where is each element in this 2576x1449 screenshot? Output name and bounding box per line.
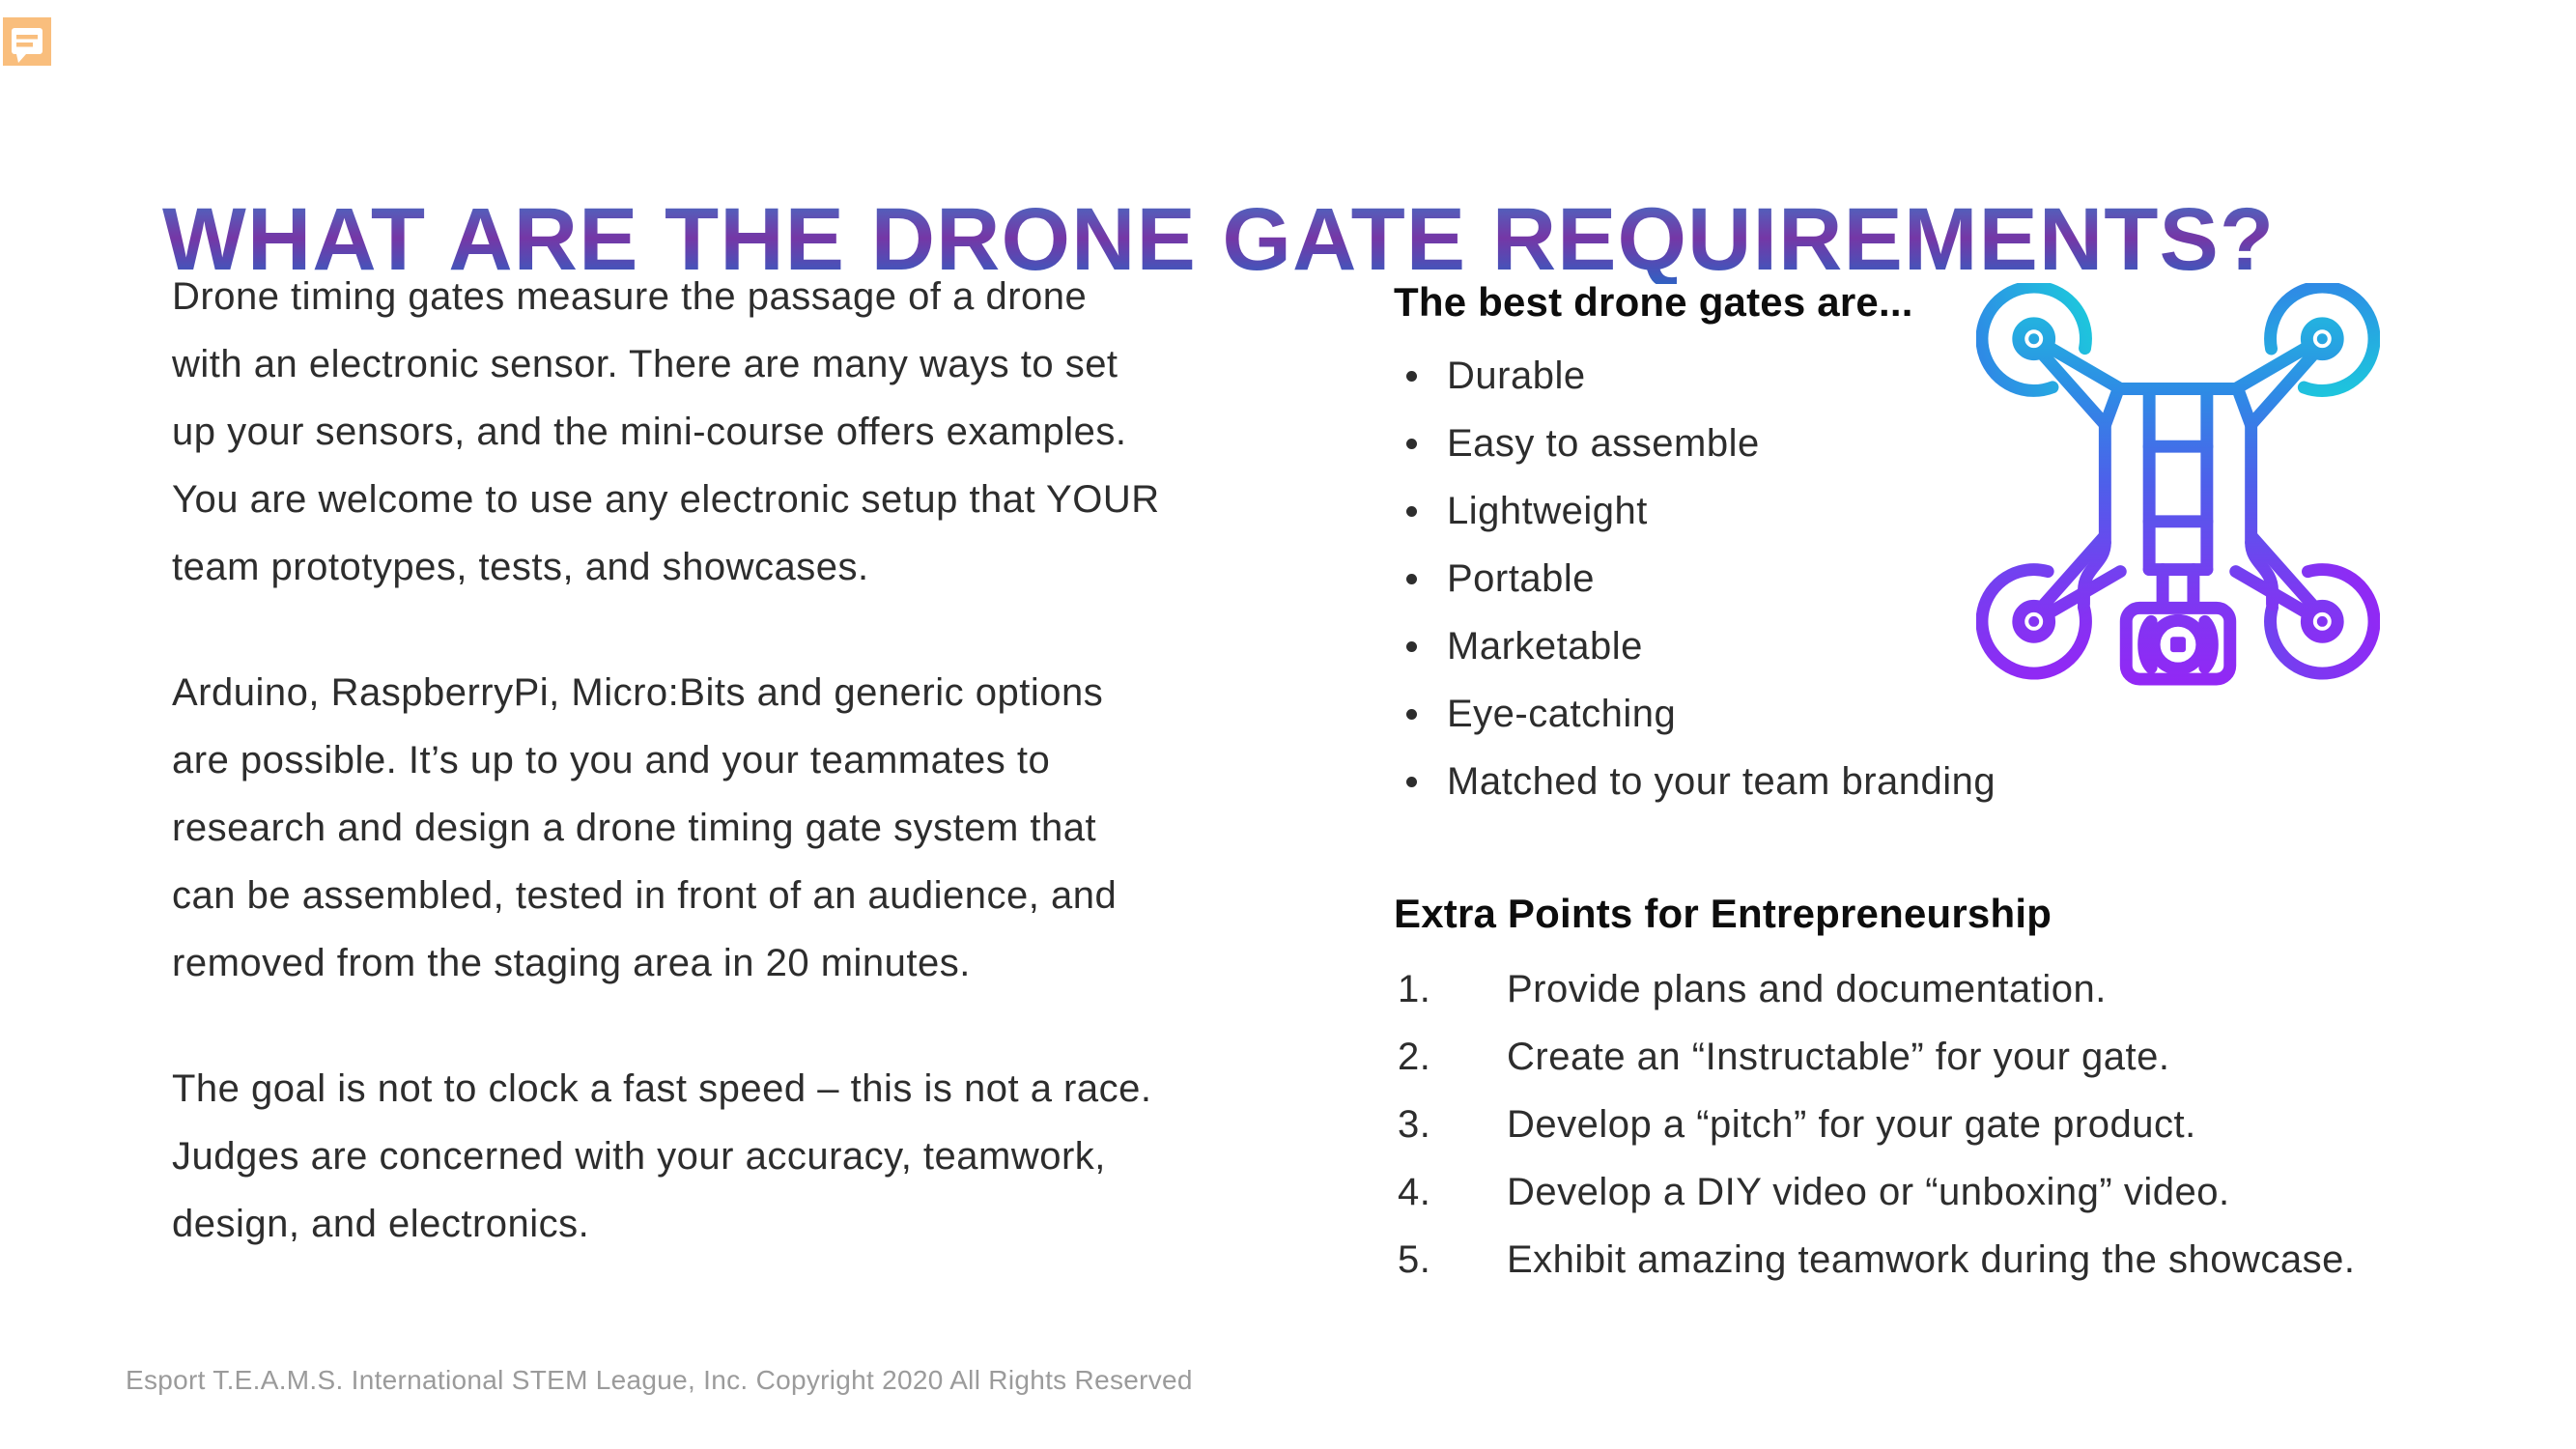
item-text: Develop a DIY video or “unboxing” video. (1507, 1171, 2230, 1213)
list-item: Easy to assemble (1394, 410, 2543, 477)
item-number: 2. (1398, 1036, 1431, 1078)
list-item: Portable (1394, 545, 2543, 612)
paragraph-intro: Drone timing gates measure the passage o… (172, 275, 1160, 588)
list-item: Marketable (1394, 612, 2543, 680)
item-number: 3. (1398, 1103, 1431, 1146)
left-text-column: Drone timing gates measure the passage o… (172, 263, 1341, 1258)
comment-icon-graphic (3, 17, 51, 66)
paragraph-goal: The goal is not to clock a fast speed – … (172, 1067, 1152, 1245)
comment-icon[interactable] (3, 17, 51, 66)
numbered-item: 2. Create an “Instructable” for your gat… (1394, 1023, 2543, 1091)
list-item: Durable (1394, 342, 2543, 410)
item-text: Provide plans and documentation. (1507, 968, 2107, 1010)
numbered-heading: Extra Points for Entrepreneurship (1394, 891, 2052, 936)
list-item: Lightweight (1394, 477, 2543, 545)
list-item: Eye-catching (1394, 680, 2543, 748)
item-number: 4. (1398, 1171, 1431, 1213)
drone-icon (1975, 280, 2381, 692)
item-number: 5. (1398, 1238, 1431, 1281)
footer-copyright: Esport T.E.A.M.S. International STEM Lea… (126, 1365, 1193, 1395)
numbered-item: 3. Develop a “pitch” for your gate produ… (1394, 1091, 2543, 1158)
item-text: Exhibit amazing teamwork during the show… (1507, 1238, 2356, 1281)
item-text: Create an “Instructable” for your gate. (1507, 1036, 2170, 1078)
extra-points-list: 1. Provide plans and documentation. 2. C… (1394, 955, 2543, 1293)
page-title: WHAT ARE THE DRONE GATE REQUIREMENTS? (162, 195, 2500, 284)
numbered-item: 5. Exhibit amazing teamwork during the s… (1394, 1226, 2543, 1293)
best-gates-list: Durable Easy to assemble Lightweight Por… (1394, 342, 2543, 815)
numbered-item: 4. Develop a DIY video or “unboxing” vid… (1394, 1158, 2543, 1226)
list-item: Matched to your team branding (1394, 748, 2543, 815)
item-number: 1. (1398, 968, 1431, 1010)
bullets-heading: The best drone gates are... (1394, 279, 1913, 325)
numbered-item: 1. Provide plans and documentation. (1394, 955, 2543, 1023)
right-text-column: The best drone gates are... Durable Easy… (1394, 276, 2543, 1293)
paragraph-platforms: Arduino, RaspberryPi, Micro:Bits and gen… (172, 671, 1118, 984)
item-text: Develop a “pitch” for your gate product. (1507, 1103, 2196, 1146)
